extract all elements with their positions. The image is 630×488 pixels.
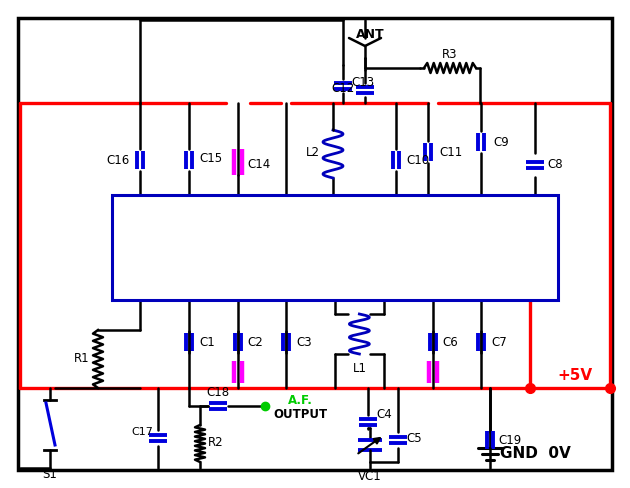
Text: C10: C10 bbox=[406, 154, 429, 166]
Text: C17: C17 bbox=[131, 427, 153, 437]
Text: C15: C15 bbox=[199, 151, 222, 164]
Text: 13: 13 bbox=[377, 202, 391, 212]
Text: S1: S1 bbox=[43, 468, 57, 482]
Text: C16: C16 bbox=[106, 154, 130, 166]
Text: www.electronicircuit.com: www.electronicircuit.com bbox=[261, 216, 379, 294]
Text: 7: 7 bbox=[429, 283, 436, 293]
Text: C19: C19 bbox=[498, 433, 522, 447]
Text: 8: 8 bbox=[478, 283, 484, 293]
Text: 14: 14 bbox=[328, 202, 341, 212]
Text: C3: C3 bbox=[297, 336, 312, 348]
Text: C1: C1 bbox=[199, 336, 215, 348]
Text: L2: L2 bbox=[306, 145, 320, 159]
Text: R2: R2 bbox=[208, 436, 224, 449]
Text: R1: R1 bbox=[74, 352, 90, 366]
Text: L1: L1 bbox=[352, 363, 367, 375]
Text: C12: C12 bbox=[331, 81, 355, 95]
Text: C8: C8 bbox=[547, 159, 563, 171]
Text: C5: C5 bbox=[406, 431, 422, 445]
Text: A.F.: A.F. bbox=[287, 394, 312, 407]
Text: C2: C2 bbox=[248, 336, 263, 348]
Text: C18: C18 bbox=[207, 386, 229, 399]
Text: 11: 11 bbox=[474, 202, 488, 212]
Text: GND  0V: GND 0V bbox=[500, 446, 570, 461]
Text: 12: 12 bbox=[426, 202, 439, 212]
Text: 9: 9 bbox=[527, 283, 534, 293]
Text: 15: 15 bbox=[280, 202, 293, 212]
Text: 4: 4 bbox=[283, 283, 290, 293]
Text: 1: 1 bbox=[137, 283, 143, 293]
Bar bbox=[112, 195, 558, 300]
Text: IC1: IC1 bbox=[310, 233, 360, 262]
Text: C6: C6 bbox=[443, 336, 459, 348]
Text: C4: C4 bbox=[376, 408, 392, 422]
Text: ANT: ANT bbox=[356, 27, 384, 41]
Text: 17: 17 bbox=[182, 202, 195, 212]
Text: OUTPUT: OUTPUT bbox=[273, 407, 327, 421]
Text: +5V: +5V bbox=[558, 368, 593, 384]
Text: 5: 5 bbox=[331, 283, 338, 293]
Text: 16: 16 bbox=[231, 202, 244, 212]
Text: C11: C11 bbox=[439, 145, 462, 159]
Text: C13: C13 bbox=[352, 76, 375, 88]
Text: C14: C14 bbox=[248, 159, 271, 171]
Text: VC1: VC1 bbox=[358, 469, 382, 483]
Text: C9: C9 bbox=[493, 136, 509, 148]
Text: 6: 6 bbox=[381, 283, 387, 293]
Text: 10: 10 bbox=[524, 202, 537, 212]
Text: C7: C7 bbox=[491, 336, 507, 348]
Text: 3: 3 bbox=[234, 283, 241, 293]
Text: R3: R3 bbox=[442, 48, 458, 61]
Text: 2: 2 bbox=[185, 283, 192, 293]
Text: 18: 18 bbox=[134, 202, 147, 212]
